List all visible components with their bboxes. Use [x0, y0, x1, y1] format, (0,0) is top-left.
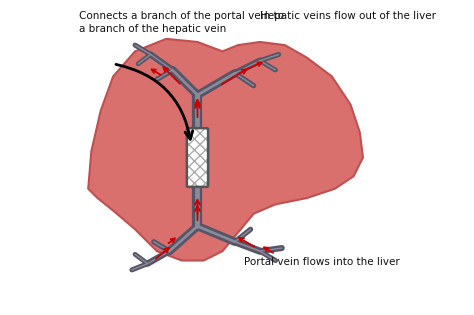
Text: Connects a branch of the portal vein to
a branch of the hepatic vein: Connects a branch of the portal vein to …	[79, 11, 284, 34]
FancyBboxPatch shape	[187, 128, 208, 187]
Text: Portal vein flows into the liver: Portal vein flows into the liver	[244, 257, 400, 267]
Polygon shape	[88, 39, 363, 261]
Text: Hepatic veins flow out of the liver: Hepatic veins flow out of the liver	[260, 11, 436, 21]
